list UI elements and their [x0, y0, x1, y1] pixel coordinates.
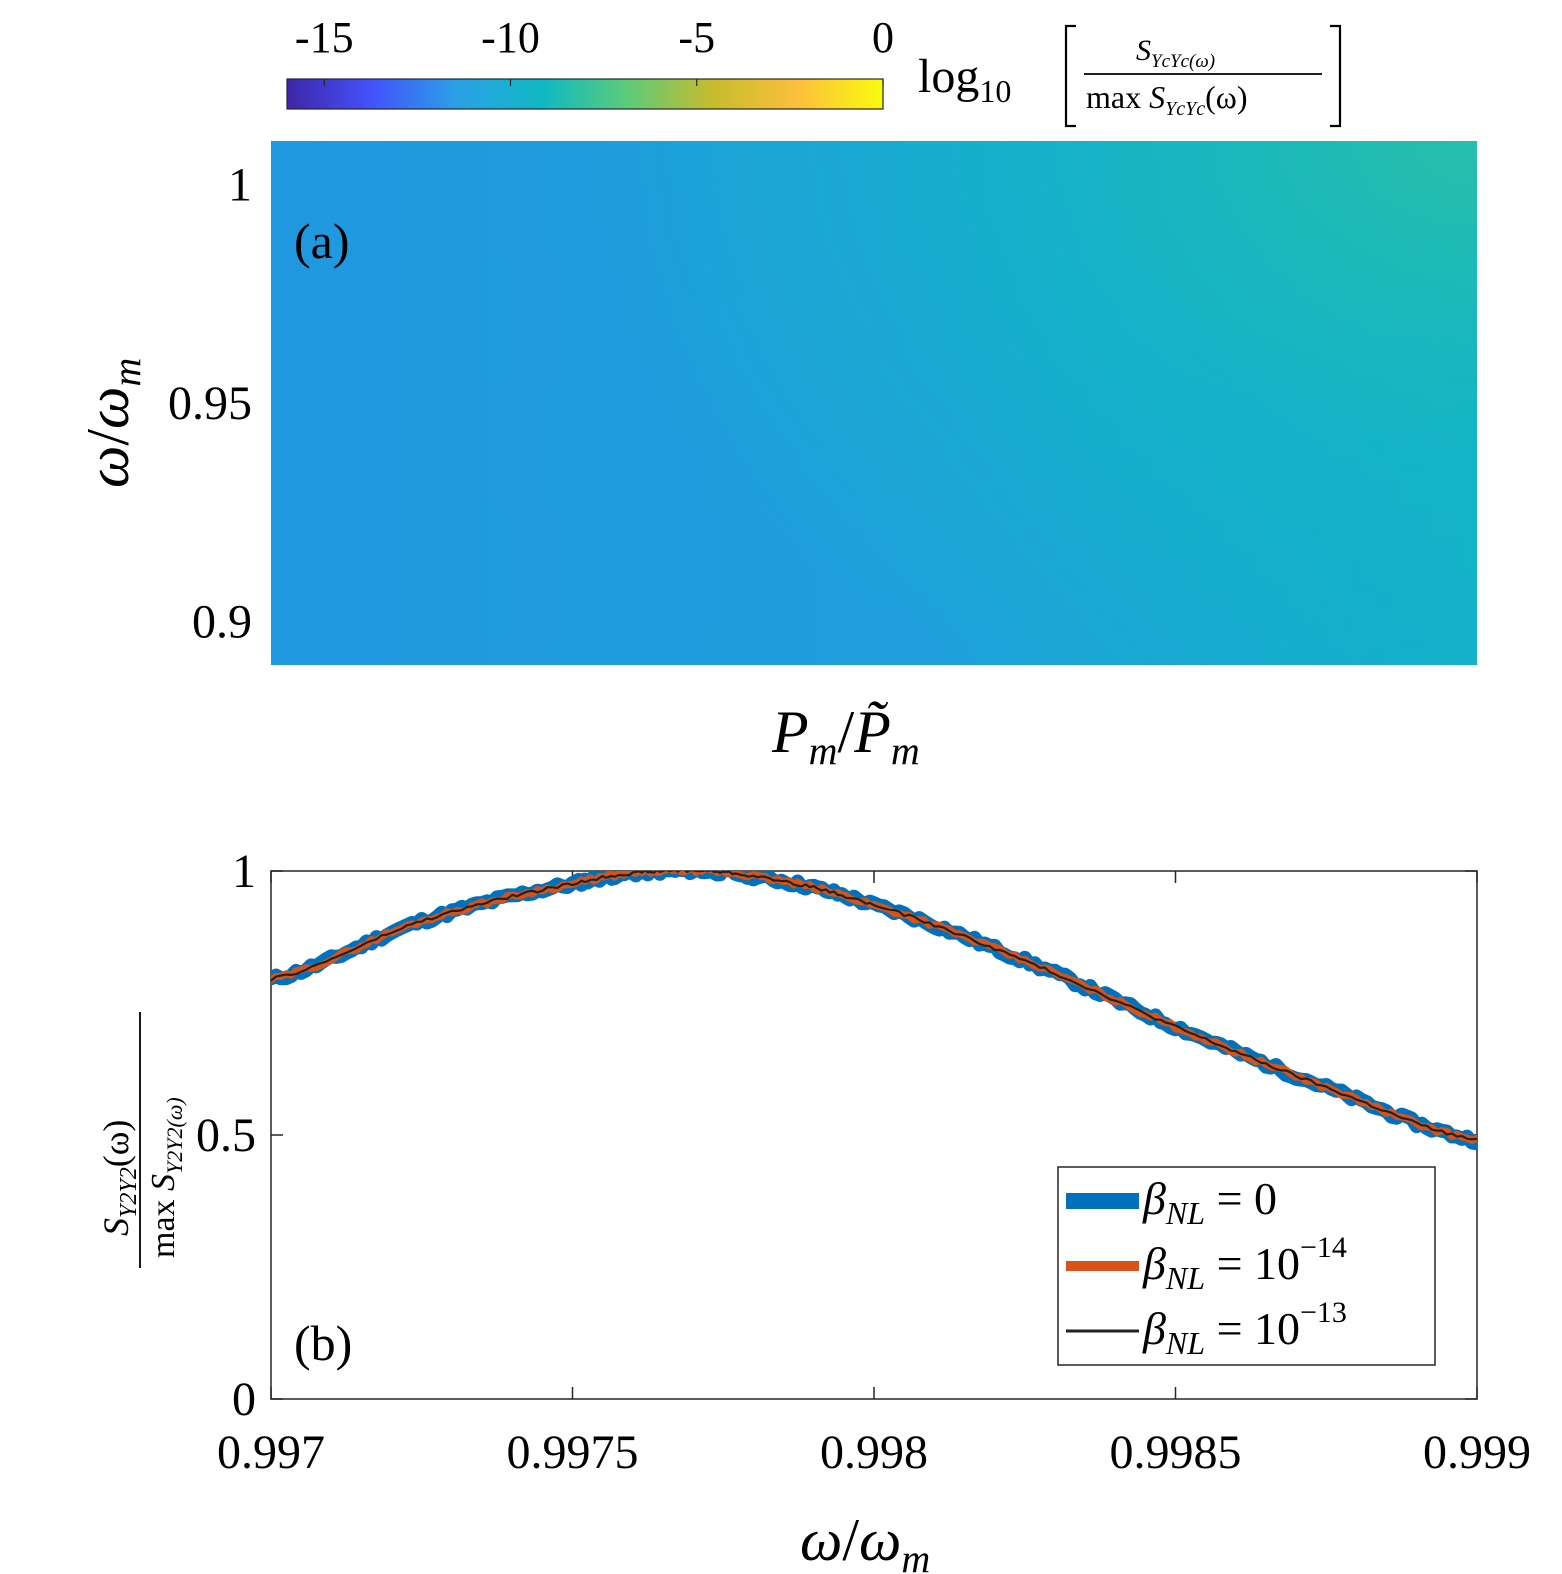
colorbar-tick-label: -5 — [678, 13, 715, 62]
legend-label-beta0: βNL = 0 — [1142, 1173, 1277, 1231]
x-tick-label: 0.9985 — [1110, 1426, 1242, 1479]
colorbar-label-numerator: SYcYc(ω) — [1136, 34, 1215, 72]
colorbar-bar — [286, 78, 884, 110]
colorbar-label-right-bracket — [1330, 24, 1342, 128]
y-tick-label: 0 — [232, 1373, 256, 1426]
y-tick-label: 0.5 — [196, 1109, 256, 1162]
colorbar-label-left-bracket — [1064, 24, 1076, 128]
colorbar-label-log-sub: 10 — [979, 73, 1011, 109]
legend-label-beta13: βNL = 10−13 — [1142, 1296, 1347, 1361]
colorbar-label-denominator: max SYcYc(ω) — [1086, 79, 1247, 120]
x-tick-label: 0.999 — [1423, 1426, 1531, 1479]
line-plot-panel-b: 0.997 0.9975 0.998 0.9985 0.999 0 0.5 1 (b) ω/ω… — [96, 845, 1531, 1574]
heatmap-y-tick-label: 0.9 — [192, 595, 252, 648]
line-plot-x-axis-label: ω/ωm — [800, 1507, 930, 1574]
heatmap-resonance-lines — [271, 182, 1477, 624]
panel-b-label: (b) — [294, 1315, 352, 1371]
line-plot-series — [271, 871, 1477, 1151]
series-line-beta14 — [271, 871, 1477, 1144]
line-plot-y-label-numerator: SY2Y2(ω) — [96, 1120, 142, 1236]
heatmap-high-power-region — [271, 141, 1477, 665]
line-plot-ticks: 0.997 0.9975 0.998 0.9985 0.999 0 0.5 1 — [196, 845, 1531, 1479]
colorbar-label: log10 — [918, 50, 1011, 109]
legend: βNL = 0 βNL = 10−14 βNL = 10−13 — [1057, 1166, 1436, 1366]
line-plot-y-label-denominator: max SY2Y2(ω) — [145, 1097, 187, 1258]
heatmap-y-tick-label: 1 — [228, 159, 252, 212]
colorbar-ticks: -15 -10 -5 0 — [295, 13, 894, 86]
colorbar-tick-label: -15 — [295, 13, 354, 62]
colorbar: -15 -10 -5 0 log10 SYcYc(ω) max SYcYc(ω) — [286, 13, 1342, 128]
x-tick-label: 0.998 — [820, 1426, 928, 1479]
colorbar-label-log: log — [918, 50, 979, 103]
colorbar-tick-label: 0 — [872, 13, 894, 62]
x-tick-label: 0.9975 — [507, 1426, 639, 1479]
heatmap-x-axis-label: Pm/P̃m — [771, 699, 920, 773]
y-tick-label: 1 — [232, 845, 256, 898]
heatmap-y-axis-label: ω/ωm — [75, 358, 149, 488]
legend-label-beta14: βNL = 10−14 — [1142, 1231, 1347, 1296]
heatmap-y-ticks: 0.9 0.95 1 — [168, 159, 252, 649]
colorbar-tick-label: -10 — [481, 13, 540, 62]
panel-a-label: (a) — [294, 213, 350, 269]
heatmap-y-tick-label: 0.95 — [168, 377, 252, 430]
series-line-beta13 — [271, 871, 1477, 1141]
heatmap-panel-a: 0.9 0.95 1 (a) Pm/P̃m ω/ωm — [75, 141, 1477, 773]
x-tick-label: 0.997 — [217, 1426, 325, 1479]
line-plot-y-axis-label: SY2Y2(ω) max SY2Y2(ω) — [96, 1012, 187, 1268]
